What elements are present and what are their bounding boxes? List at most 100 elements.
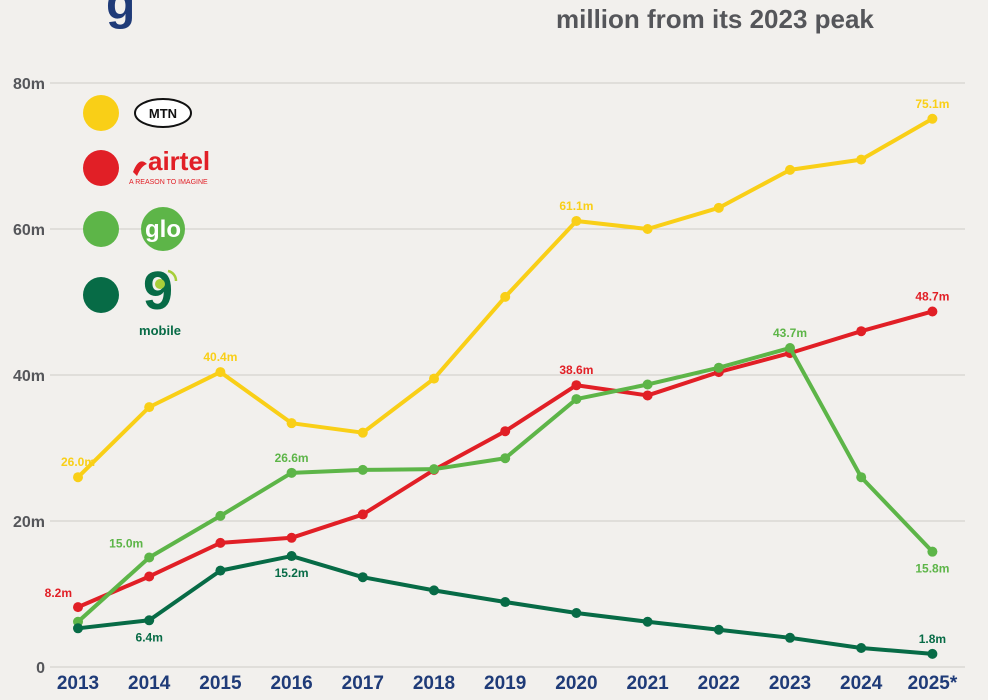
data-point [927, 546, 938, 557]
data-point [642, 379, 653, 390]
data-point [856, 643, 867, 654]
data-point [286, 418, 297, 429]
airtel-logo-text: airtel [148, 146, 210, 176]
data-point [429, 585, 439, 596]
airtel-swoosh-logo: airtel A REASON TO IMAGINE [129, 146, 210, 186]
data-point [500, 453, 511, 464]
data-point [856, 472, 867, 483]
data-point [927, 648, 938, 659]
x-tick-label: 2014 [128, 673, 171, 694]
x-tick-label: 2019 [484, 673, 526, 694]
headline-fragment: g [106, 0, 136, 30]
data-point [713, 202, 724, 213]
data-point [73, 623, 83, 634]
data-label: 75.1m [915, 97, 949, 111]
data-point [500, 426, 511, 437]
mtn-logo-text: MTN [149, 106, 177, 121]
data-point [785, 632, 795, 643]
data-point [571, 607, 582, 618]
legend-swatch [83, 150, 119, 186]
data-point [429, 464, 439, 475]
y-tick-label: 0 [36, 660, 45, 677]
data-point [215, 367, 226, 378]
x-tick-label: 2025* [908, 673, 958, 694]
x-axis: 2013 2014 2015 2016 2017 2018 2019 2020 2021 2022… [57, 673, 958, 694]
x-tick-label: 2023 [769, 673, 811, 694]
data-point [73, 602, 83, 613]
data-point [571, 394, 582, 405]
y-axis: 0 20m 40m 60m 80m [13, 76, 45, 677]
data-point [357, 572, 368, 583]
legend-item-glo: glo [83, 207, 185, 251]
9mobile-signal [167, 269, 178, 282]
data-label: 43.7m [773, 326, 807, 340]
data-label: 8.2m [45, 586, 72, 600]
data-point [215, 565, 226, 576]
data-label: 48.7m [915, 289, 949, 303]
data-point [785, 342, 795, 353]
9mobile-tagline: mobile [139, 323, 181, 338]
data-point [286, 551, 297, 562]
data-label: 38.6m [559, 363, 593, 377]
data-point [144, 552, 155, 563]
data-point [286, 467, 297, 478]
glo-globe-logo: glo [141, 207, 185, 251]
x-tick-label: 2017 [342, 673, 384, 694]
data-point [73, 472, 83, 483]
data-point [357, 509, 368, 520]
x-tick-label: 2021 [626, 673, 669, 694]
legend-swatch [83, 277, 119, 313]
airtel-tagline: A REASON TO IMAGINE [129, 179, 208, 186]
series-mtn: 26.0m 40.4m 61.1m 75.1m [61, 97, 949, 483]
x-tick-label: 2022 [698, 673, 740, 694]
x-tick-label: 2013 [57, 673, 99, 694]
data-point [571, 215, 582, 226]
series-ninemobile: 6.4m 15.2m 1.8m [73, 551, 946, 659]
data-point [642, 224, 653, 234]
glo-globe [141, 207, 185, 251]
data-point [144, 571, 155, 582]
data-label: 61.1m [559, 199, 593, 213]
legend-swatch [83, 95, 119, 131]
series-glo: 15.0m 26.6m 43.7m 15.8m [73, 326, 949, 627]
y-tick-label: 60m [13, 222, 45, 239]
data-label: 15.2m [275, 566, 309, 580]
data-label: 15.0m [109, 537, 143, 551]
data-label: 15.8m [915, 562, 949, 576]
data-point [713, 624, 724, 635]
gridlines [50, 82, 965, 668]
x-tick-label: 2015 [199, 673, 242, 694]
data-point [357, 464, 368, 475]
data-label: 6.4m [136, 630, 163, 644]
data-point [713, 362, 724, 373]
data-label: 1.8m [919, 632, 946, 646]
data-point [927, 113, 938, 124]
data-point [357, 427, 368, 438]
legend-swatch [83, 211, 119, 247]
data-point [500, 291, 511, 302]
y-tick-label: 20m [13, 514, 45, 531]
x-tick-label: 2020 [555, 673, 597, 694]
data-label: 26.6m [275, 451, 309, 465]
data-point [856, 154, 867, 165]
data-point [571, 380, 582, 391]
airtel-swoosh [133, 161, 147, 176]
data-point [144, 615, 155, 626]
y-tick-label: 40m [13, 368, 45, 385]
x-tick-label: 2018 [413, 673, 455, 694]
data-point [215, 537, 226, 548]
9mobile-dot [155, 279, 165, 289]
data-label: 26.0m [61, 455, 95, 469]
legend-item-mtn: MTN [83, 95, 192, 131]
data-label: 40.4m [203, 350, 237, 364]
data-point [785, 164, 795, 175]
x-tick-label: 2016 [270, 673, 312, 694]
glo-logo-text: glo [145, 216, 181, 243]
data-point [500, 597, 511, 608]
series-lines: 26.0m 40.4m 61.1m 75.1m 8.2m 38.6m 48.7m 15.0m 2… [45, 97, 949, 659]
data-point [642, 390, 653, 401]
